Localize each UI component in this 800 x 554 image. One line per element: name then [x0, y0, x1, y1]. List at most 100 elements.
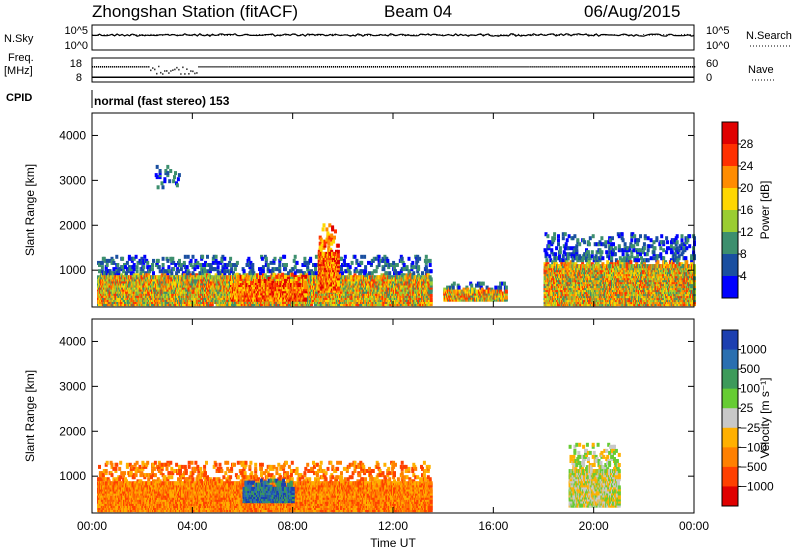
- power-cell: [247, 256, 251, 261]
- power-cell: [425, 293, 429, 298]
- power-cell: [112, 260, 116, 265]
- power-cell: [241, 274, 245, 279]
- power-cell: [232, 271, 235, 276]
- power-cell: [272, 258, 276, 263]
- power-cell: [186, 254, 190, 259]
- power-cell: [429, 302, 433, 307]
- power-cell: [362, 302, 366, 307]
- power-cell: [353, 254, 357, 259]
- power-cell: [197, 277, 201, 282]
- power-cell: [98, 263, 101, 267]
- power-cell: [360, 287, 364, 292]
- power-cell: [429, 289, 433, 294]
- power-cell: [252, 271, 256, 276]
- power-cell: [311, 271, 315, 276]
- freq-tick-right-bottom: 0: [706, 72, 712, 84]
- power-cell: [257, 289, 261, 294]
- power-cell: [271, 269, 275, 274]
- power-cell: [221, 287, 225, 292]
- power-cell: [370, 271, 374, 276]
- power-cell: [133, 277, 137, 282]
- noise-tick-right-top: 10^5: [706, 25, 730, 37]
- power-cell: [363, 254, 367, 259]
- power-cell: [202, 263, 206, 267]
- power-cell: [176, 267, 180, 272]
- power-cell: [428, 263, 432, 267]
- power-cell: [421, 271, 424, 276]
- power-cell: [100, 265, 104, 270]
- power-cell: [372, 256, 376, 261]
- power-cell: [108, 269, 112, 274]
- power-cell: [255, 279, 258, 283]
- power-cell: [379, 302, 383, 307]
- power-cell: [220, 258, 224, 263]
- power-cell: [226, 269, 230, 274]
- power-cell: [125, 267, 129, 272]
- nsky-label: N.Sky: [4, 33, 34, 45]
- power-cell: [360, 260, 364, 265]
- power-cell: [141, 269, 145, 274]
- power-cell: [110, 287, 114, 292]
- power-cell: [166, 279, 170, 284]
- power-cell: [152, 277, 155, 282]
- power-cell: [426, 258, 430, 263]
- power-cell: [121, 265, 125, 270]
- power-cell: [321, 302, 325, 307]
- power-cell: [151, 263, 154, 267]
- power-cell: [284, 267, 288, 272]
- power-cell: [404, 302, 408, 307]
- power-cell: [229, 256, 233, 261]
- power-cell: [125, 277, 129, 282]
- power-cell: [204, 269, 207, 274]
- power-cell: [369, 263, 373, 267]
- power-cell: [153, 287, 157, 292]
- power-cell: [182, 283, 186, 288]
- power-cell: [278, 269, 282, 274]
- power-cell: [381, 256, 385, 261]
- power-cell: [341, 302, 344, 307]
- power-cell: [225, 265, 229, 270]
- power-cell: [113, 302, 117, 307]
- power-cell: [126, 269, 130, 274]
- power-cell: [371, 258, 375, 263]
- power-cell: [242, 289, 246, 294]
- power-cell: [148, 269, 152, 274]
- power-cell: [214, 258, 218, 263]
- power-cell: [367, 260, 370, 265]
- power-cell: [374, 302, 378, 307]
- power-cell: [176, 302, 180, 307]
- power-cell: [208, 269, 212, 274]
- power-cell: [343, 275, 347, 280]
- power-cell: [314, 254, 318, 259]
- power-cell: [142, 265, 146, 270]
- power-cell: [314, 277, 318, 282]
- power-cell: [170, 271, 174, 276]
- power-cell: [103, 258, 107, 263]
- power-cell: [368, 271, 371, 276]
- power-cell: [121, 256, 125, 261]
- power-cell: [98, 302, 102, 307]
- power-cell: [283, 254, 287, 259]
- power-cell: [313, 271, 316, 276]
- power-cell: [179, 263, 183, 267]
- power-cell: [257, 293, 261, 298]
- power-cell: [293, 254, 297, 259]
- power-cell: [402, 265, 406, 270]
- power-cell: [239, 274, 243, 279]
- power-cell: [374, 269, 378, 274]
- power-cell: [194, 277, 198, 282]
- power-cell: [371, 277, 375, 282]
- power-cell: [371, 287, 375, 292]
- power-cell: [360, 269, 364, 274]
- power-cell: [250, 275, 254, 280]
- power-cell: [399, 302, 403, 307]
- power-cell: [362, 289, 366, 294]
- power-cell: [194, 302, 198, 307]
- noise-tick-left-top: 10^5: [64, 25, 88, 37]
- power-cell: [429, 293, 433, 298]
- power-cell: [312, 263, 315, 267]
- station-title: Zhongshan Station (fitACF): [92, 2, 298, 21]
- power-cell: [238, 281, 242, 285]
- power-cell: [429, 279, 433, 284]
- power-cell: [214, 254, 218, 259]
